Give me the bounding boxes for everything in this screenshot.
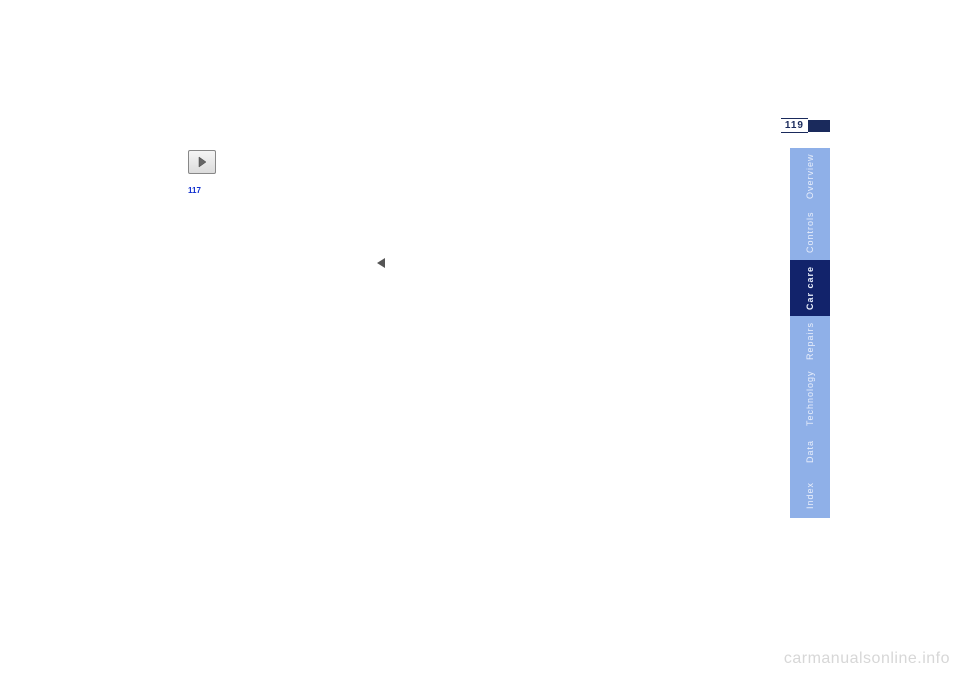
page-number: 119 [781, 118, 808, 133]
page-number-tab [808, 120, 830, 132]
left-arrow-icon [377, 258, 385, 268]
page-wrap: 119 117 OverviewControlsCar careRepairsT… [0, 0, 838, 678]
play-right-icon [196, 156, 208, 168]
manual-text-column: 117 [188, 182, 368, 201]
document-region: 119 117 [130, 118, 830, 548]
page-link[interactable]: 117 [188, 186, 201, 195]
side-tab-car-care[interactable]: Car care [790, 260, 830, 316]
watermark: carmanualsonline.info [784, 650, 950, 668]
side-tab-overview[interactable]: Overview [790, 148, 830, 204]
manual-paragraph: 117 [188, 186, 368, 197]
side-tab-data[interactable]: Data [790, 430, 830, 472]
side-tab-technology[interactable]: Technology [790, 366, 830, 430]
side-tab-repairs[interactable]: Repairs [790, 316, 830, 366]
side-tabs: OverviewControlsCar careRepairsTechnolog… [790, 148, 830, 518]
side-tab-index[interactable]: Index [790, 472, 830, 518]
side-tab-controls[interactable]: Controls [790, 204, 830, 260]
next-page-button[interactable] [188, 150, 216, 174]
page-number-box: 119 [781, 118, 830, 133]
